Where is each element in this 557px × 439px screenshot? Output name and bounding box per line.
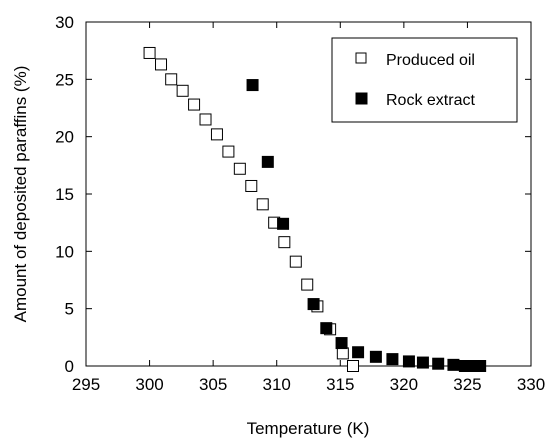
x-tick-label-310: 310	[263, 375, 291, 394]
produced-oil-point-10	[256, 198, 269, 211]
y-tick-label-15: 15	[55, 185, 74, 204]
x-axis-label: Temperature (K)	[247, 419, 370, 438]
x-tick-label-320: 320	[390, 375, 418, 394]
y-tick-label-10: 10	[55, 242, 74, 261]
legend-marker-produced-oil	[355, 52, 367, 64]
legend-label-rock-extract: Rock extract	[386, 92, 475, 109]
rock-extract-point-16	[474, 360, 487, 372]
x-tick-label-330: 330	[517, 375, 545, 394]
rock-extract-point-3	[307, 298, 320, 311]
data-markers	[143, 46, 487, 372]
legend: Produced oil Rock extract	[331, 37, 518, 123]
rock-extract-point-4	[320, 322, 333, 335]
y-tick-label-25: 25	[55, 70, 74, 89]
x-tick-label-305: 305	[199, 375, 227, 394]
rock-extract-point-1	[261, 155, 274, 168]
produced-oil-point-9	[245, 179, 258, 192]
produced-oil-point-0	[143, 46, 156, 59]
produced-oil-point-2	[165, 73, 178, 86]
rock-extract-point-9	[402, 355, 415, 368]
produced-oil-point-18	[347, 360, 359, 372]
produced-oil-point-12	[278, 236, 291, 249]
produced-oil-point-6	[210, 128, 223, 141]
x-tick-label-315: 315	[326, 375, 354, 394]
produced-oil-point-4	[188, 98, 201, 111]
rock-extract-point-10	[416, 356, 429, 369]
rock-extract-point-12	[447, 358, 460, 371]
y-axis-ticks	[86, 21, 531, 367]
legend-label-produced-oil: Produced oil	[386, 52, 475, 69]
y-axis-tick-labels: 0 5 10 15 20 25 30	[55, 13, 74, 376]
legend-box	[331, 37, 518, 123]
produced-oil-point-3	[176, 84, 189, 97]
y-tick-label-5: 5	[65, 300, 74, 319]
rock-extract-point-0	[246, 79, 259, 92]
y-tick-label-0: 0	[65, 357, 74, 376]
rock-extract-point-2	[277, 217, 290, 230]
produced-oil-point-13	[289, 255, 302, 268]
rock-extract-point-11	[432, 357, 445, 370]
x-tick-label-300: 300	[135, 375, 163, 394]
y-tick-label-30: 30	[55, 13, 74, 32]
produced-oil-point-5	[199, 113, 212, 126]
rock-extract-point-5	[335, 337, 348, 350]
x-axis-tick-labels: 295 300 305 310 315 320 325 330	[72, 375, 545, 394]
rock-extract-point-7	[369, 350, 382, 363]
legend-marker-rock-extract	[355, 92, 368, 105]
y-axis-label: Amount of deposited paraffins (%)	[11, 66, 30, 323]
x-tick-label-325: 325	[453, 375, 481, 394]
produced-oil-point-8	[233, 162, 246, 175]
produced-oil-point-7	[222, 145, 235, 158]
rock-extract-point-8	[386, 353, 399, 366]
y-tick-label-20: 20	[55, 128, 74, 147]
produced-oil-point-17	[336, 347, 349, 360]
rock-extract-point-6	[352, 346, 365, 359]
produced-oil-point-1	[155, 58, 168, 71]
produced-oil-point-14	[301, 278, 314, 291]
x-tick-label-295: 295	[72, 375, 100, 394]
